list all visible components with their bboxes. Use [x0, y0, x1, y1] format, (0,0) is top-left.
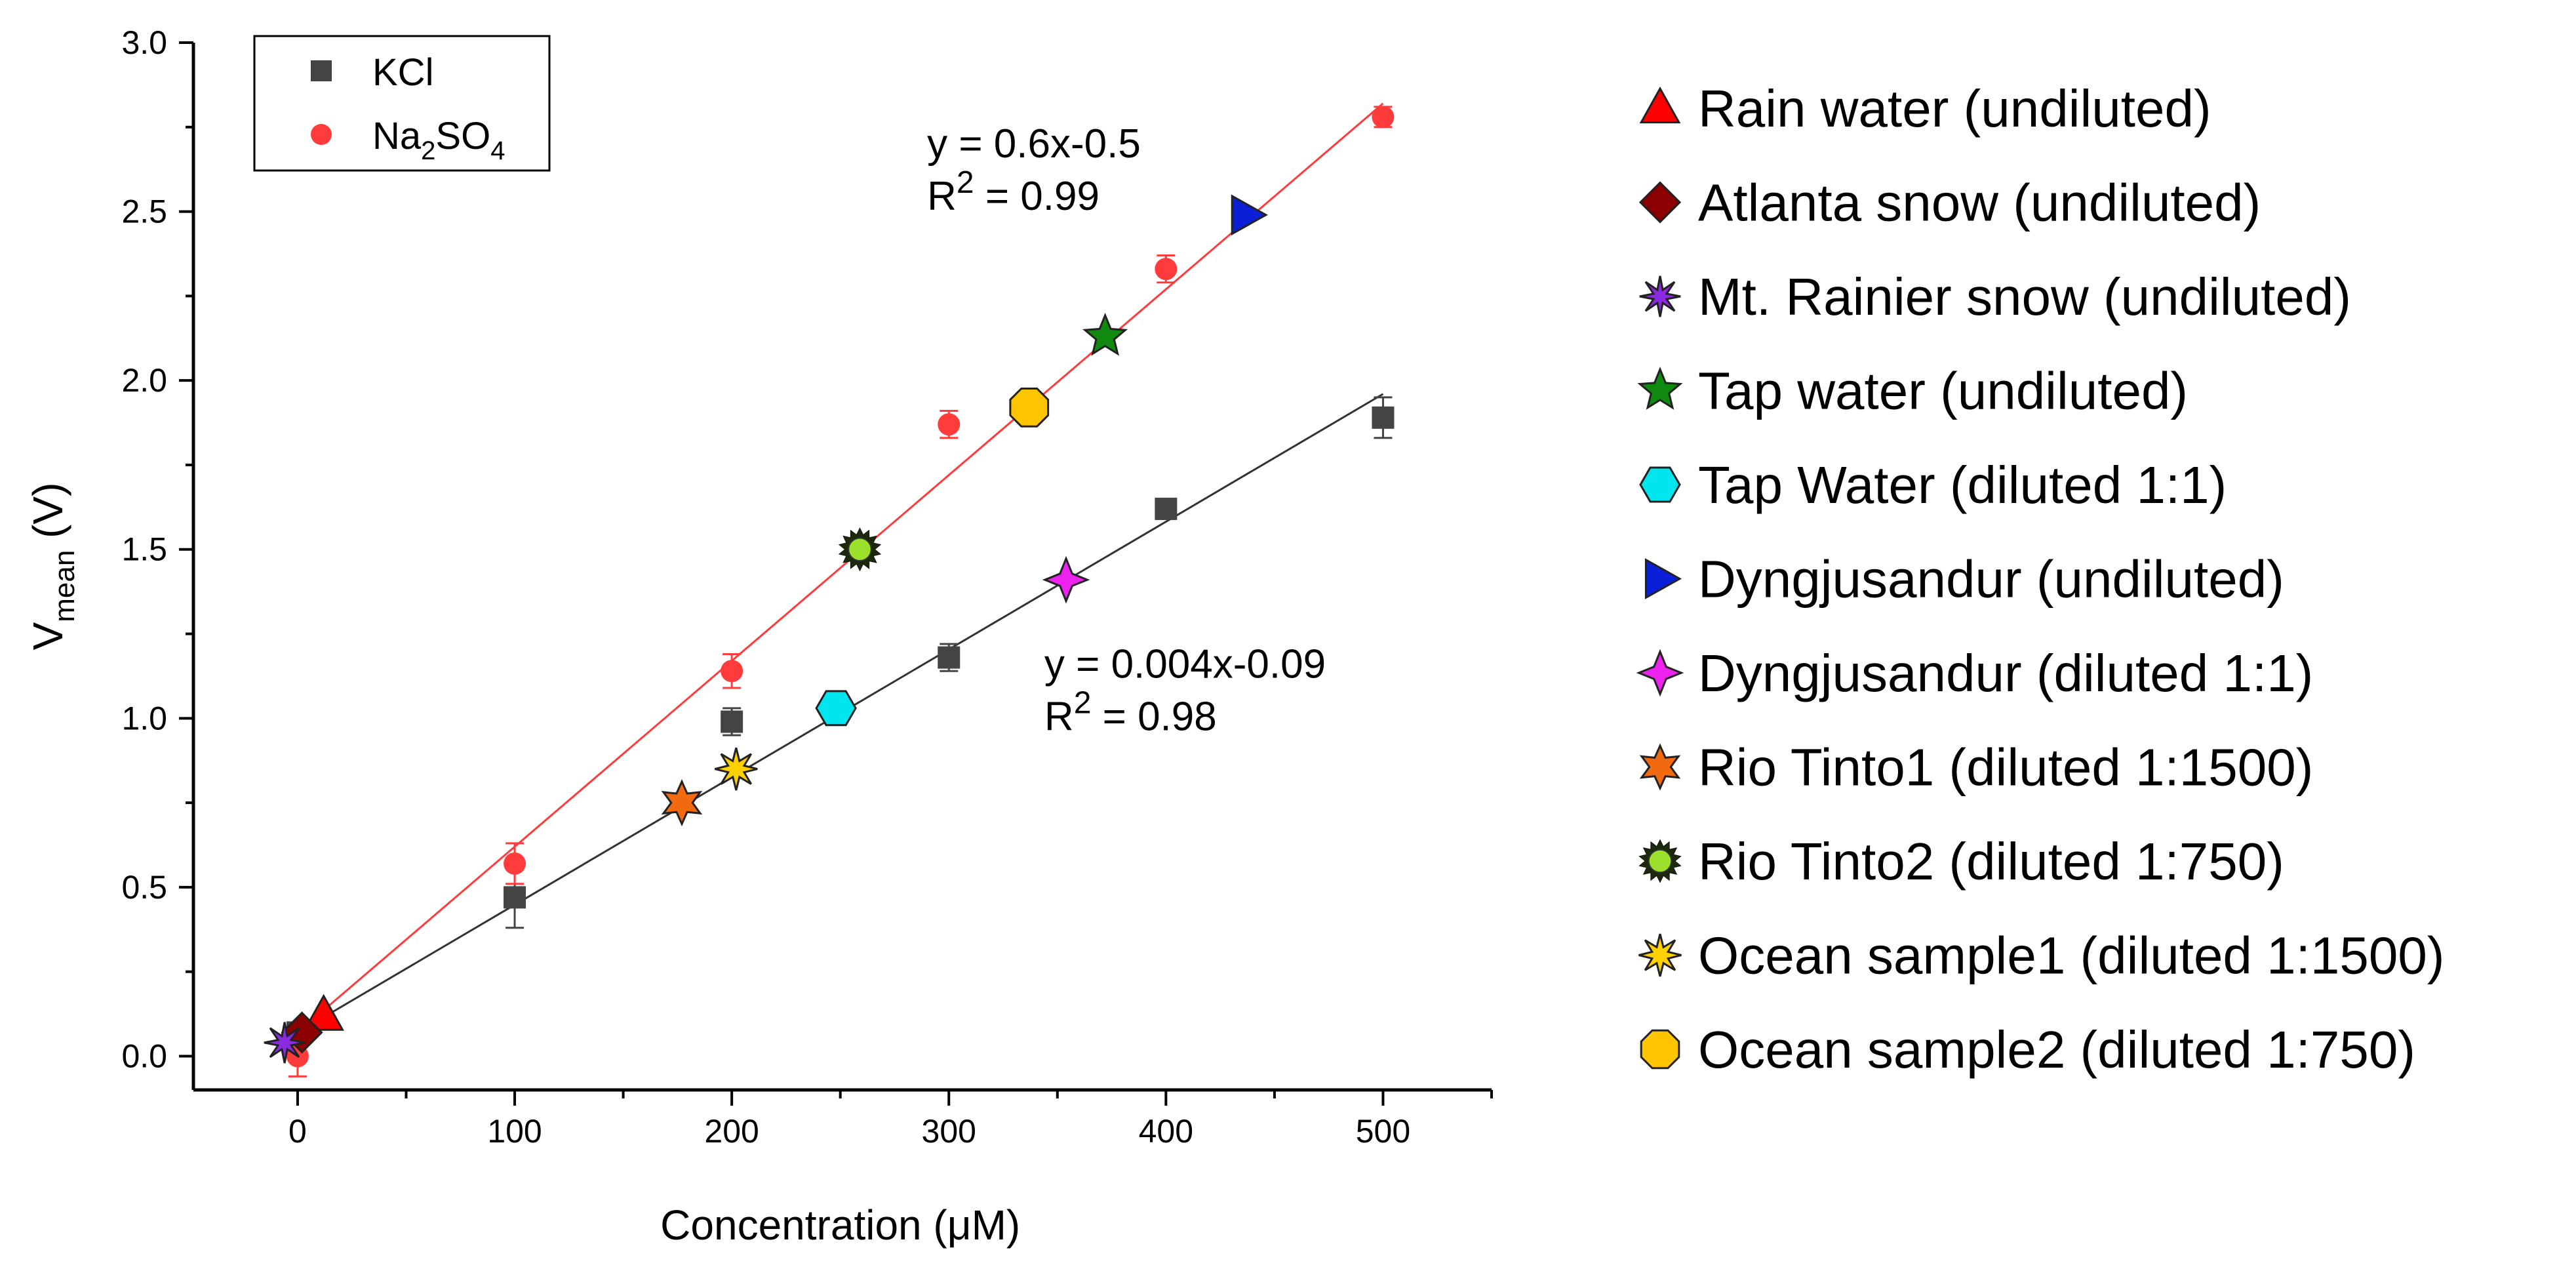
x-axis-title: Concentration (μM): [660, 1201, 1020, 1249]
y-tick-label: 1.5: [121, 531, 167, 568]
y-tick-label: 0.5: [121, 869, 167, 906]
sample-legend-marker-3: [1637, 367, 1683, 410]
sample-legend-marker-9: [1638, 933, 1682, 977]
sample-legend-label-10: Ocean sample2 (diluted 1:750): [1698, 1020, 2415, 1079]
sample-marker-3: [1082, 312, 1128, 356]
legend-box: [253, 35, 551, 172]
y-tick-label: 1.0: [121, 700, 167, 736]
sample-marker-2: [264, 1022, 306, 1064]
x-tick-label: 500: [1356, 1113, 1410, 1150]
y-tick-label: 0.0: [121, 1037, 167, 1074]
data-point-0-2: [721, 710, 743, 733]
sample-legend-label-4: Tap Water (diluted 1:1): [1698, 456, 2227, 514]
sample-legend: Rain water (undiluted) Atlanta snow (undi…: [1636, 79, 2444, 1079]
legend-label-sub2: 4: [490, 136, 505, 165]
y-axis-title-sub: mean: [49, 550, 81, 622]
y-tick-label: 2.0: [121, 362, 167, 399]
sample-marker-10: [1009, 388, 1050, 428]
x-tick-label: 400: [1139, 1113, 1193, 1150]
data-point-0-1: [504, 886, 526, 909]
data-point-1-3: [938, 413, 961, 436]
data-points: [286, 106, 1395, 1077]
sample-marker-6: [1042, 555, 1090, 604]
r-squared-value: = 0.98: [1091, 694, 1216, 740]
data-point-0-5: [1372, 406, 1395, 429]
sample-marker-4: [815, 690, 857, 727]
sample-legend-label-5: Dyngjusandur (undiluted): [1698, 550, 2284, 609]
legend-label-base2: SO: [435, 115, 490, 157]
sample-legend-marker-6: [1636, 649, 1684, 697]
sample-marker-5: [1231, 194, 1268, 236]
y-axis-title-main: V: [24, 622, 71, 650]
data-point-1-2: [721, 660, 743, 683]
sample-marker-8-core: [848, 537, 872, 562]
sample-legend-marker-0: [1639, 86, 1681, 124]
data-point-0-4: [1155, 497, 1178, 520]
x-tick-label: 100: [487, 1113, 542, 1150]
data-point-1-4: [1155, 258, 1178, 281]
legend-label-base: KCl: [372, 51, 433, 94]
sample-legend-marker-10: [1640, 1029, 1680, 1070]
sample-legend-label-2: Mt. Rainier snow (undiluted): [1698, 268, 2351, 326]
sample-legend-label-3: Tap water (undiluted): [1698, 362, 2188, 420]
sample-markers: [264, 194, 1268, 1064]
sample-legend-marker-8-core: [1648, 849, 1673, 874]
equation-1: y = 0.004x-0.09: [1044, 642, 1326, 687]
y-axis-title-unit: (V): [24, 483, 71, 550]
x-tick-label: 200: [704, 1113, 759, 1150]
r-squared-value: = 0.99: [974, 174, 1100, 219]
legend-label-0: KCl: [372, 51, 433, 94]
r-squared-exponent: 2: [957, 165, 974, 200]
x-tick-label: 300: [922, 1113, 976, 1150]
sample-legend-marker-1: [1638, 181, 1682, 224]
r-squared-prefix: R: [927, 174, 957, 219]
legend-label-1: Na2SO4: [372, 115, 505, 165]
sample-marker-0: [303, 994, 345, 1031]
sample-legend-label-7: Rio Tinto1 (diluted 1:1500): [1698, 738, 2313, 797]
x-tick-label: 0: [288, 1113, 307, 1150]
data-point-0-3: [938, 646, 961, 669]
sample-legend-label-1: Atlanta snow (undiluted): [1698, 174, 2261, 232]
y-tick-label: 2.5: [121, 193, 167, 230]
legend-label-base: Na: [372, 115, 422, 157]
sample-legend-label-9: Ocean sample1 (diluted 1:1500): [1698, 927, 2444, 985]
legend-marker-1: [311, 124, 332, 145]
sample-marker-7: [661, 779, 703, 827]
r-squared-0: R2 = 0.99: [927, 165, 1100, 219]
axes: 0.0 0.5 1.0 1.5 2.0 2.5 3.0 0 100 200 300 400 500 Con…: [24, 24, 1493, 1249]
sample-legend-marker-5: [1644, 558, 1682, 599]
y-tick-label: 3.0: [121, 24, 167, 61]
legend-label-sub: 2: [421, 136, 435, 165]
y-axis-title-text: Vmean (V): [24, 483, 81, 651]
r-squared-1: R2 = 0.98: [1044, 686, 1217, 740]
equation-0: y = 0.6x-0.5: [927, 121, 1141, 167]
sample-legend-label-8: Rio Tinto2 (diluted 1:750): [1698, 832, 2284, 891]
sample-legend-label-6: Dyngjusandur (diluted 1:1): [1698, 644, 2313, 702]
r-squared-exponent: 2: [1074, 686, 1092, 721]
sample-legend-marker-4: [1639, 466, 1681, 503]
sample-legend-marker-2: [1639, 275, 1681, 317]
sample-legend-label-0: Rain water (undiluted): [1698, 79, 2211, 138]
fit-line-1: [296, 102, 1384, 1034]
y-axis-title: Vmean (V): [24, 483, 81, 651]
data-point-1-5: [1372, 106, 1395, 129]
sample-marker-9: [715, 747, 758, 791]
sample-legend-marker-7: [1639, 743, 1681, 791]
legend-marker-0: [311, 60, 332, 81]
fit-lines: [296, 102, 1384, 1034]
legend: KCl Na2SO4: [253, 35, 551, 172]
r-squared-prefix: R: [1044, 694, 1074, 740]
data-point-1-1: [504, 852, 526, 875]
